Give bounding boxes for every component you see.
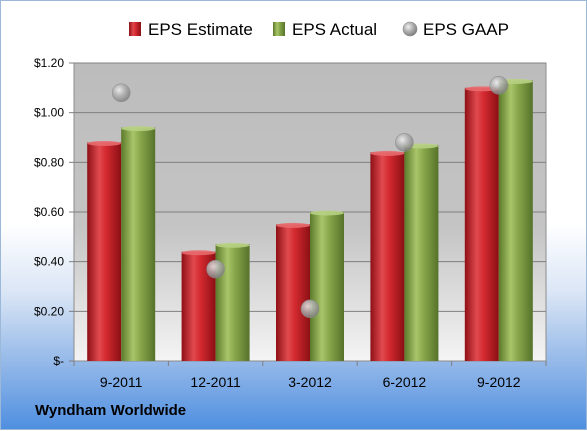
eps-gaap-marker [206, 259, 225, 279]
eps-gaap-marker [395, 133, 414, 152]
legend-label: EPS GAAP [423, 20, 509, 39]
legend-swatch-eps-estimate [129, 22, 141, 36]
x-axis: 9-2011 12-2011 3-2012 6-2012 9-2012 [73, 361, 547, 390]
company-name: Wyndham Worldwide [35, 402, 187, 419]
y-tick-label: $1.00 [34, 106, 64, 120]
legend-swatch-eps-gaap [402, 21, 418, 37]
legend-swatch-eps-actual [273, 22, 285, 36]
legend-label: EPS Actual [292, 20, 377, 39]
eps-actual-bar [310, 212, 344, 361]
y-tick-label: $0.20 [34, 304, 64, 318]
eps-actual-bar [498, 80, 533, 361]
x-category-label: 6-2012 [383, 374, 427, 390]
x-category-label: 12-2011 [190, 374, 241, 390]
x-category-label: 9-2011 [100, 374, 143, 390]
y-tick-label: $0.40 [34, 255, 64, 269]
y-axis: $- $0.20 $0.40 $0.60 $0.80 $1.00 $1.20 [34, 56, 74, 368]
eps-estimate-bar-cap [370, 150, 405, 156]
eps-actual-bar-cap [310, 210, 344, 216]
eps-actual-bar [121, 127, 156, 361]
eps-gaap-marker [111, 83, 131, 103]
eps-estimate-bar-cap [276, 222, 310, 228]
legend-label: EPS Estimate [148, 20, 253, 39]
eps-actual-bar [404, 144, 439, 361]
y-tick-label: $- [53, 354, 64, 368]
eps-estimate-bar [464, 87, 499, 361]
legend: EPS Estimate EPS Actual EPS GAAP [129, 20, 509, 39]
eps-estimate-bar [370, 152, 405, 361]
eps-actual-bar-cap [215, 242, 250, 248]
eps-estimate-bar-cap [181, 250, 216, 256]
eps-gaap-marker [489, 76, 509, 95]
y-tick-label: $1.20 [34, 56, 64, 70]
eps-estimate-bar-cap [87, 140, 122, 146]
eps-estimate-bar [276, 224, 310, 361]
bars-layer [87, 78, 533, 361]
y-tick-label: $0.60 [34, 205, 64, 219]
eps-gaap-marker [300, 299, 320, 319]
x-category-label: 9-2012 [477, 374, 521, 390]
x-category-label: 3-2012 [288, 374, 332, 390]
y-tick-label: $0.80 [34, 155, 64, 169]
eps-actual-bar-cap [121, 126, 156, 132]
gaap-markers-layer [111, 76, 509, 319]
eps-estimate-bar [87, 142, 122, 361]
